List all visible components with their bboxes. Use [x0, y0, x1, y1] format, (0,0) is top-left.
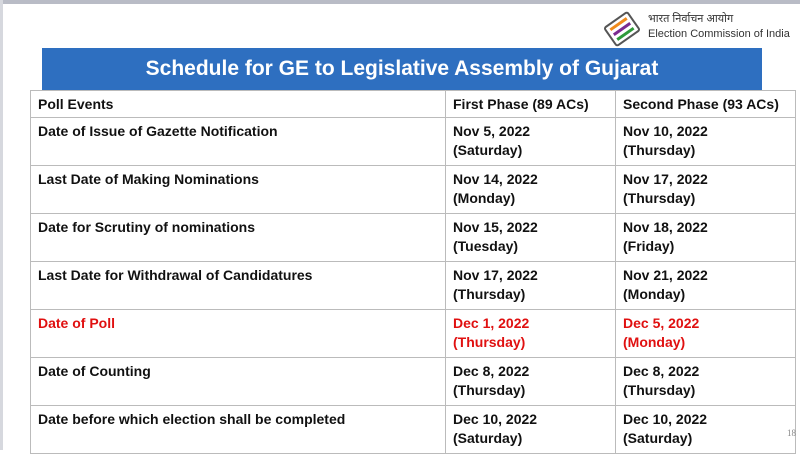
date-cell: Dec 8, 2022 (Thursday): [445, 357, 616, 406]
date-cell: Nov 14, 2022 (Monday): [445, 165, 616, 214]
date: Nov 18, 2022: [623, 219, 708, 235]
org-hindi: भारत निर्वाचन आयोग: [648, 13, 734, 25]
weekday: (Monday): [623, 334, 686, 350]
date: Nov 17, 2022: [453, 267, 538, 283]
date: Nov 21, 2022: [623, 267, 708, 283]
date-cell: Dec 5, 2022 (Monday): [615, 309, 796, 358]
table-row: Date before which election shall be comp…: [30, 405, 796, 454]
weekday: (Monday): [453, 190, 516, 206]
date: Nov 14, 2022: [453, 171, 538, 187]
date-cell: Nov 5, 2022 (Saturday): [445, 117, 616, 166]
date: Dec 5, 2022: [623, 315, 700, 331]
column-header: Second Phase (93 ACs): [615, 90, 796, 118]
date-cell: Dec 1, 2022 (Thursday): [445, 309, 616, 358]
page-number: 18: [787, 428, 796, 438]
table-row: Date of Poll Dec 1, 2022 (Thursday) Dec 5, …: [30, 309, 796, 358]
date-cell: Nov 18, 2022 (Friday): [615, 213, 796, 262]
event-cell: Last Date for Withdrawal of Candidatures: [30, 261, 446, 310]
date: Dec 10, 2022: [623, 411, 708, 427]
org-name: भारत निर्वाचन आयोग Election Commission o…: [648, 12, 790, 42]
weekday: (Thursday): [623, 190, 696, 206]
org-english: Election Commission of India: [648, 28, 790, 40]
weekday: (Monday): [623, 286, 686, 302]
date: Dec 8, 2022: [453, 363, 530, 379]
event-cell: Date for Scrutiny of nominations: [30, 213, 446, 262]
weekday: (Thursday): [453, 334, 526, 350]
table-row: Last Date of Making Nominations Nov 14, 2…: [30, 165, 796, 214]
date: Dec 8, 2022: [623, 363, 700, 379]
title-banner: Schedule for GE to Legislative Assembly …: [42, 48, 762, 90]
weekday: (Thursday): [453, 286, 526, 302]
date-cell: Dec 10, 2022 (Saturday): [445, 405, 616, 454]
date-cell: Nov 17, 2022 (Thursday): [445, 261, 616, 310]
date-cell: Dec 8, 2022 (Thursday): [615, 357, 796, 406]
event-cell: Date of Poll: [30, 309, 446, 358]
date-cell: Dec 10, 2022 (Saturday): [615, 405, 796, 454]
event-cell: Last Date of Making Nominations: [30, 165, 446, 214]
date-cell: Nov 15, 2022 (Tuesday): [445, 213, 616, 262]
schedule-table: Poll Events First Phase (89 ACs) Second Ph…: [30, 90, 796, 454]
header-row: Poll Events First Phase (89 ACs) Second Ph…: [30, 90, 796, 118]
table-row: Date for Scrutiny of nominations Nov 15, …: [30, 213, 796, 262]
date-cell: Nov 21, 2022 (Monday): [615, 261, 796, 310]
weekday: (Thursday): [623, 142, 696, 158]
date-cell: Nov 17, 2022 (Thursday): [615, 165, 796, 214]
event-cell: Date before which election shall be comp…: [30, 405, 446, 454]
weekday: (Saturday): [453, 430, 523, 446]
weekday: (Saturday): [453, 142, 523, 158]
table-row: Date of Issue of Gazette Notification Nov…: [30, 117, 796, 166]
date: Nov 17, 2022: [623, 171, 708, 187]
weekday: (Saturday): [623, 430, 693, 446]
weekday: (Tuesday): [453, 238, 519, 254]
title: Schedule for GE to Legislative Assembly …: [145, 57, 659, 80]
event-cell: Date of Counting: [30, 357, 446, 406]
table-row: Date of Counting Dec 8, 2022 (Thursday) Dec…: [30, 357, 796, 406]
date: Nov 5, 2022: [453, 123, 531, 139]
left-border: [0, 0, 3, 450]
date: Dec 10, 2022: [453, 411, 538, 427]
weekday: (Thursday): [623, 382, 696, 398]
date: Nov 15, 2022: [453, 219, 538, 235]
date-cell: Nov 10, 2022 (Thursday): [615, 117, 796, 166]
table-row: Last Date for Withdrawal of Candidatures…: [30, 261, 796, 310]
date: Dec 1, 2022: [453, 315, 530, 331]
top-border: [0, 0, 800, 4]
weekday: (Friday): [623, 238, 675, 254]
column-header: First Phase (89 ACs): [445, 90, 616, 118]
date: Nov 10, 2022: [623, 123, 708, 139]
logo: [604, 11, 640, 47]
column-header: Poll Events: [30, 90, 446, 118]
event-cell: Date of Issue of Gazette Notification: [30, 117, 446, 166]
weekday: (Thursday): [453, 382, 526, 398]
